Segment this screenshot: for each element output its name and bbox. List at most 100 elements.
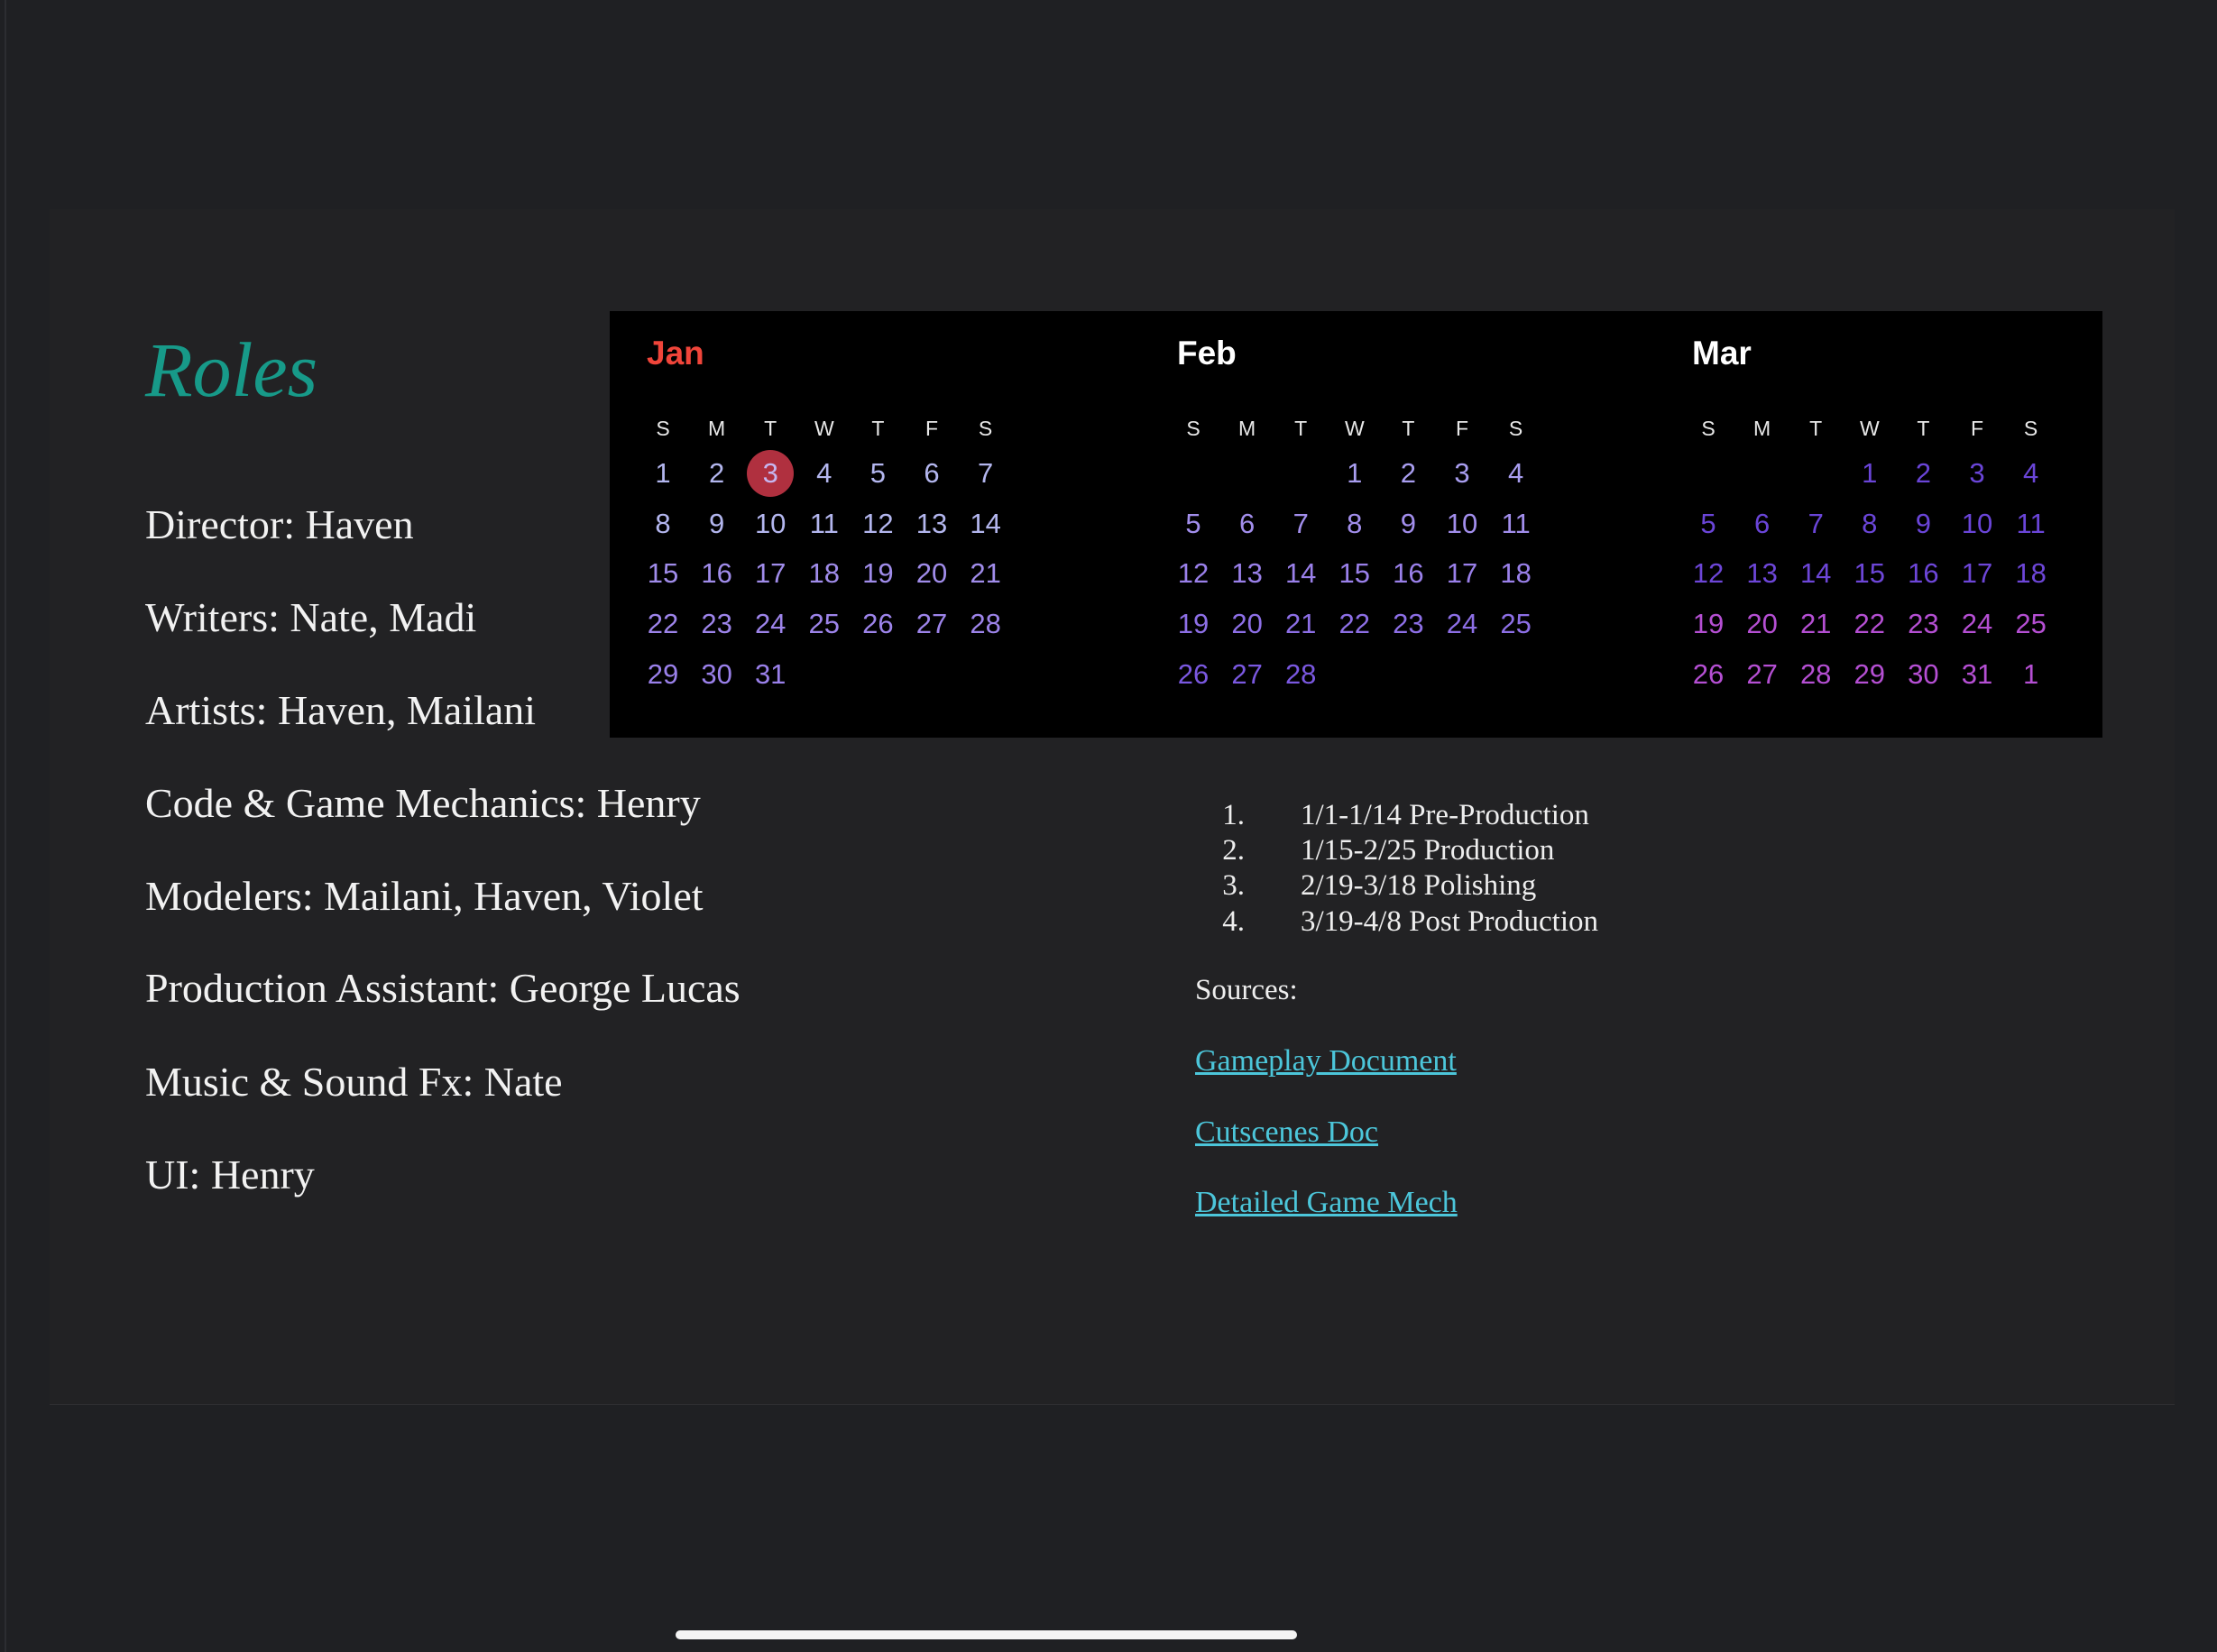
calendar-day: 16 [1393,557,1424,590]
schedule-item: 2/19-3/18 Polishing [1301,869,1537,902]
schedule-item: 3/19-4/8 Post Production [1301,905,1599,938]
calendar-day: 29 [1854,657,1886,690]
window-edge [5,0,6,1652]
calendar-day: 17 [1961,557,1993,590]
calendar-day: 14 [1799,557,1832,590]
calendar-day: 28 [1799,657,1832,690]
calendar-day: 24 [754,608,787,640]
calendar-day: 13 [1231,557,1263,590]
calendar-day: 1 [1347,457,1363,489]
calendar-day: 4 [2022,457,2039,489]
calendar-day: 13 [1746,557,1778,590]
weekday-label: F [1970,417,1984,440]
calendar-day: 11 [2016,507,2046,539]
calendar-day: 5 [869,457,887,489]
calendar-day: 12 [1177,557,1210,590]
calendar-day: 25 [1500,608,1532,640]
role-writers: Writers: Nate, Madi [145,594,477,640]
home-indicator[interactable] [676,1630,1297,1639]
calendar-day: 11 [1501,507,1531,539]
calendar-day: 23 [1393,608,1424,640]
calendar-day: 15 [647,557,679,590]
role-production-assistant: Production Assistant: George Lucas [145,965,741,1011]
calendar-day-today: 3 [747,450,795,497]
calendar-day: 1 [1862,457,1878,489]
calendar-day: 28 [1284,657,1317,690]
month-title-feb: Feb [1177,335,1237,372]
role-director: Director: Haven [145,501,414,547]
calendar-day: 23 [701,608,732,640]
roles-title: Roles [145,326,318,413]
calendar-day: 17 [754,557,787,590]
calendar-day: 27 [1231,657,1263,690]
calendar-day: 6 [1753,507,1771,539]
calendar-day: 1 [2022,657,2039,690]
schedule-number: 3. [1222,869,1245,902]
calendar-day: 28 [970,608,1001,640]
role-ui: UI: Henry [145,1152,315,1198]
calendar-day: 8 [1862,507,1878,539]
calendar-day: 10 [1446,507,1478,539]
weekday-label: F [1455,417,1469,440]
weekday-label: M [1238,417,1256,440]
weekday-label: W [814,417,834,440]
weekday-label: M [708,417,726,440]
calendar-day: 27 [1746,657,1778,690]
calendar-day: 2 [1400,457,1417,489]
calendar-day: 18 [808,557,841,590]
calendar-day: 26 [862,608,894,640]
weekday-label: T [871,417,885,440]
weekday-label: T [1294,417,1308,440]
link-detailed-game-mech[interactable]: Detailed Game Mech [1195,1186,1458,1219]
calendar-day: 26 [1177,657,1210,690]
weekday-label: M [1753,417,1771,440]
weekday-label: W [1344,417,1365,440]
weekday-label: T [764,417,777,440]
calendar-day: 9 [1915,507,1932,539]
link-cutscenes-doc[interactable]: Cutscenes Doc [1195,1115,1379,1149]
calendar-day: 10 [754,507,787,539]
calendar-day: 16 [701,557,732,590]
calendar-day: 27 [915,608,948,640]
calendar-day: 30 [1908,657,1939,690]
calendar-day: 3 [1454,457,1470,489]
month-title-jan: Jan [647,335,704,372]
role-modelers: Modelers: Mailani, Haven, Violet [145,873,704,919]
calendar-day: 7 [977,457,994,489]
calendar-day: 3 [1969,457,1985,489]
weekday-label: T [1402,417,1415,440]
calendar-day: 12 [862,507,894,539]
role-music: Music & Sound Fx: Nate [145,1059,563,1105]
weekday-label: S [1701,417,1716,440]
calendar-day: 2 [708,457,725,489]
calendar-day: 13 [915,507,948,539]
weekday-label: F [925,417,939,440]
calendar-day: 21 [1799,608,1832,640]
calendar-day: 19 [1692,608,1725,640]
calendar-day: 24 [1446,608,1478,640]
calendar-day: 8 [1347,507,1363,539]
calendar-day: 22 [1854,608,1886,640]
calendar-day: 4 [1507,457,1524,489]
schedule-item: 1/1-1/14 Pre-Production [1301,799,1589,831]
schedule-item: 1/15-2/25 Production [1301,834,1555,867]
calendar-day: 25 [808,608,841,640]
calendar-day: 20 [915,557,948,590]
weekday-label: S [1186,417,1200,440]
schedule-number: 1. [1222,799,1245,831]
calendar-day: 14 [970,507,1001,539]
schedule-number: 4. [1222,905,1245,938]
calendar-day: 23 [1908,608,1939,640]
calendar-day: 12 [1692,557,1725,590]
calendar-day: 18 [1500,557,1532,590]
calendar-day: 8 [655,507,671,539]
calendar-day: 18 [2015,557,2047,590]
calendar-day: 1 [655,457,671,489]
calendar-day: 7 [1808,507,1824,539]
link-gameplay-document[interactable]: Gameplay Document [1195,1044,1457,1078]
calendar-day: 17 [1446,557,1478,590]
sources-label: Sources: [1195,974,1298,1006]
month-title-mar: Mar [1692,335,1752,372]
weekday-label: T [1809,417,1823,440]
role-artists: Artists: Haven, Mailani [145,687,537,733]
